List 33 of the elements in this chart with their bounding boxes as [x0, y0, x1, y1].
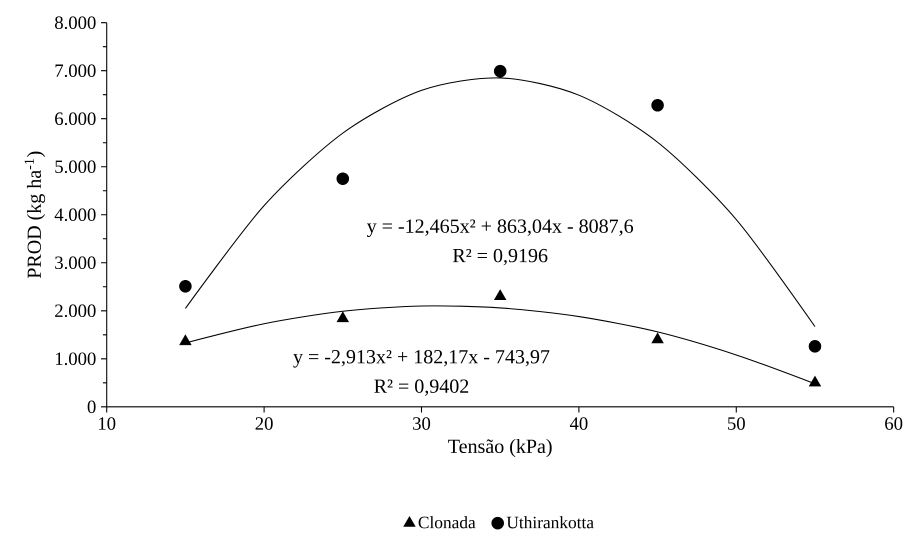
point: [652, 332, 664, 344]
x-tick-label: 40: [570, 417, 588, 430]
x-tick-label: 60: [885, 417, 902, 430]
x-tick-label: 30: [413, 417, 430, 430]
x-tick-label: 10: [99, 417, 116, 430]
annotation: R² = 0,9196: [452, 249, 548, 266]
point: [336, 172, 350, 186]
legend-label: Clonada: [418, 516, 476, 529]
point: [808, 376, 822, 387]
x-tick-label: 20: [256, 417, 273, 430]
y-tick-label: 8.000: [55, 16, 96, 30]
annotation: y = -2,913x² + 182,17x - 743,97: [293, 350, 550, 368]
x-tick-label: 50: [728, 417, 745, 430]
point: [179, 334, 192, 346]
y-tick-label: 4.000: [54, 208, 96, 222]
y-tick-label: 5.000: [55, 160, 96, 174]
legend-label: Uthirankotta: [506, 516, 594, 529]
point: [651, 99, 664, 112]
y-axis-title: PROD (kg ha$^{-1}$): [24, 152, 46, 278]
x-axis-title: Tensão (kPa): [448, 439, 552, 458]
y-tick-label: 7.000: [56, 64, 96, 78]
point: [494, 290, 506, 300]
point: [336, 312, 349, 322]
annotation: y = -12,465x² + 863,04x - 8087,6: [366, 220, 634, 238]
y-tick-label: 2.000: [55, 304, 96, 318]
point: [179, 280, 192, 293]
point: [808, 340, 822, 353]
y-tick-label: 3.000: [55, 256, 96, 270]
y-tick-label: 0: [88, 400, 96, 414]
point: [494, 65, 506, 78]
y-tick-label: 6.000: [55, 112, 96, 126]
annotation: R² = 0,9402: [374, 380, 468, 396]
y-tick-label: 1.000: [56, 352, 96, 366]
